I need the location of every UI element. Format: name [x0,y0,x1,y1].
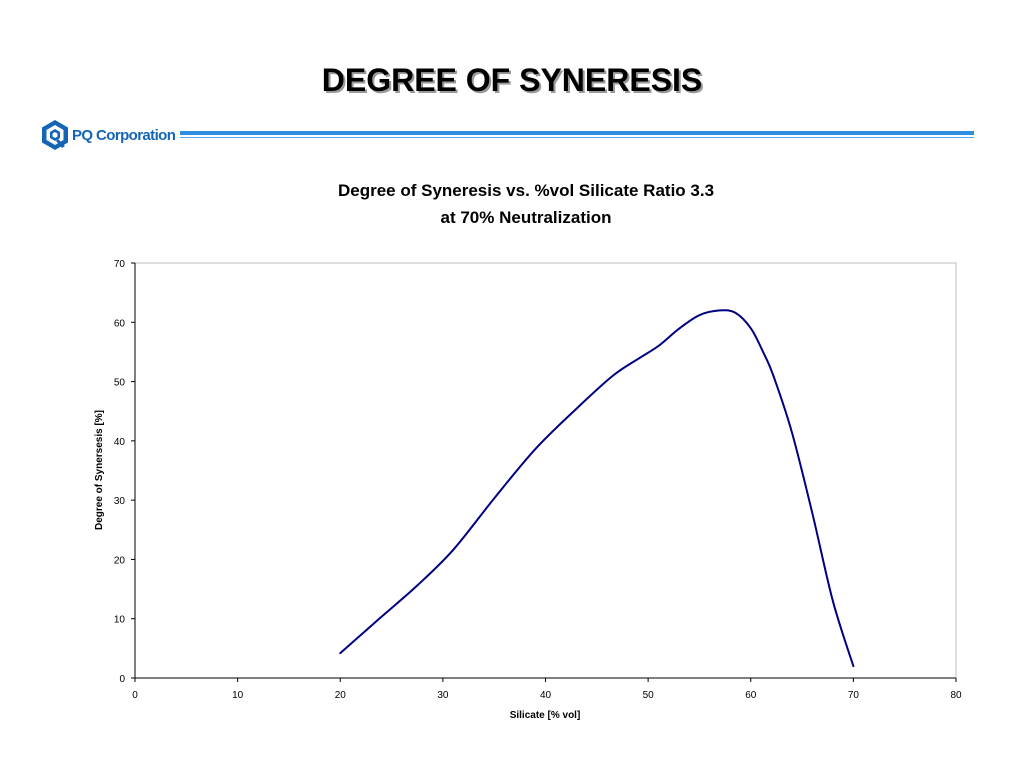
y-tick-label: 30 [114,496,126,507]
slide-title: DEGREE OF SYNERESIS [321,62,703,98]
pq-hexagon-logo-icon [42,120,68,150]
y-tick-label: 60 [114,318,126,329]
chart-subtitle: at 70% Neutralization [440,208,612,227]
x-tick-label: 30 [437,690,449,701]
x-tick-label: 40 [540,690,552,701]
x-tick-label: 70 [848,690,860,701]
chart-title: Degree of Syneresis vs. %vol Silicate Ra… [337,181,715,200]
y-tick-label: 40 [114,437,126,448]
x-tick-label: 80 [950,690,962,701]
series-line [339,309,855,668]
header-rule [180,131,974,135]
x-tick-label: 0 [132,690,138,701]
y-tick-label: 10 [114,615,126,626]
plot-area [134,262,957,679]
y-axis-title: Degree of Synersesis [%] [94,410,105,530]
company-logo: PQ Corporation [40,118,176,152]
x-tick-label: 10 [232,690,244,701]
y-tick-label: 0 [119,674,125,685]
y-tick-label: 50 [114,378,126,389]
x-tick-label: 20 [335,690,347,701]
header-rule-thin [180,137,974,138]
x-axis-title: Silicate [% vol] [510,710,581,721]
x-tick-label: 50 [643,690,655,701]
logo-text: PQ Corporation [72,126,176,144]
x-tick-label: 60 [745,690,757,701]
y-tick-label: 70 [114,259,126,270]
y-tick-label: 20 [114,555,126,566]
